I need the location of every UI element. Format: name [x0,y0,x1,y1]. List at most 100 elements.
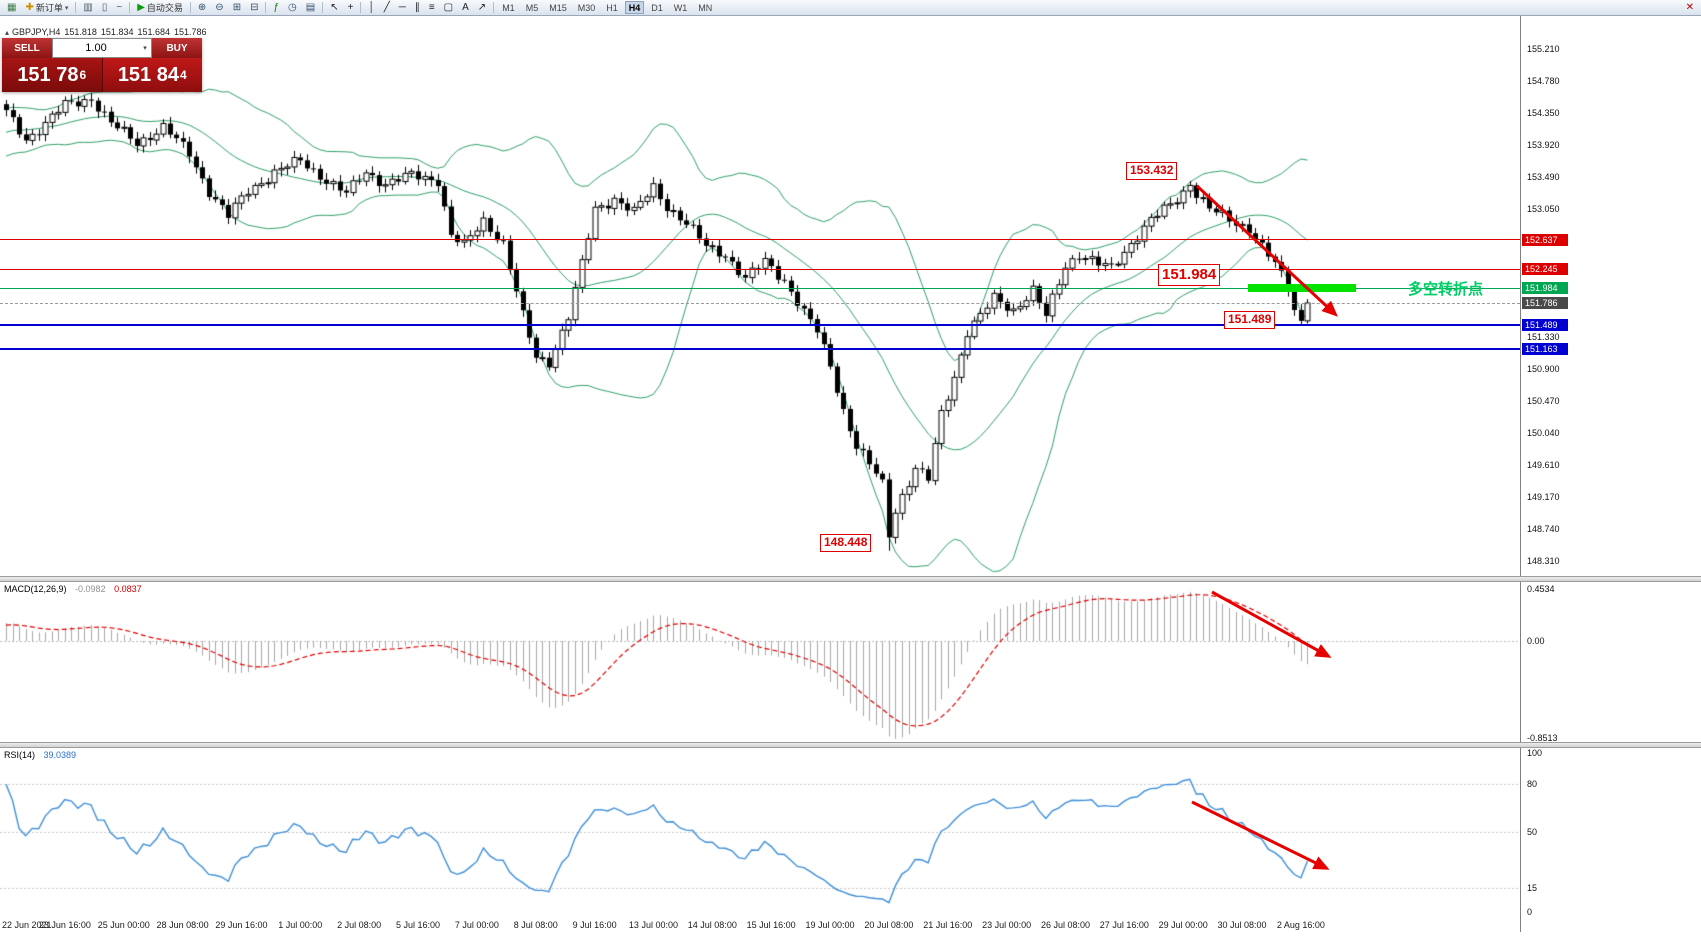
rsi-value: 39.0389 [43,750,77,760]
price-scale-badge-red: 152.637 [1522,233,1568,246]
bid-price[interactable]: 151 78 6 [2,58,103,92]
time-axis-label: 29 Jul 00:00 [1158,920,1208,930]
price-annotation[interactable]: 153.432 [1126,162,1178,180]
price-scale-label: 153.490 [1527,171,1560,182]
shapes-icon[interactable]: ▢ [440,1,457,15]
time-axis-label: 2 Jul 08:00 [337,920,382,930]
ask-price[interactable]: 151 84 4 [102,58,202,92]
new-order-button[interactable]: ✚ 新订单 ▾ [21,1,72,15]
price-scale-label: 155.210 [1527,44,1560,55]
timeframe-button-m5[interactable]: M5 [525,3,539,13]
vertical-line-icon-glyph: │ [368,1,375,13]
time-axis-label: 19 Jul 00:00 [805,920,855,930]
zoom-out-icon-glyph: ⊖ [215,1,224,13]
equidistant-channel-icon[interactable]: ∥ [411,1,424,15]
tile-windows-icon[interactable]: ⊞ [229,1,245,15]
volume-input[interactable] [53,42,139,54]
price-scale-label: 151.330 [1527,331,1560,342]
chart-window-icon[interactable]: ▦ [3,1,20,15]
trendline-icon[interactable]: ╱ [380,1,394,15]
arrows-tool-icon[interactable]: ↗ [474,1,490,15]
timeframe-button-mn[interactable]: MN [698,3,713,13]
cursor-icon-glyph: ↖ [330,1,339,13]
one-click-toggle-icon[interactable]: ▴ [5,28,10,37]
panel-divider[interactable] [0,742,1701,748]
time-axis-label: 5 Jul 16:00 [395,920,441,930]
price-scale-badge-blue: 151.489 [1522,319,1568,332]
timeframe-button-d1[interactable]: D1 [651,3,663,13]
price-scale-label: 149.170 [1527,492,1560,503]
cascade-windows-icon-glyph: ⊟ [250,1,259,13]
crosshair-icon[interactable]: + [344,1,358,15]
horizontal-level-line[interactable] [0,303,1520,305]
rsi-label: RSI(14) 39.0389 [4,750,77,760]
line-chart-icon[interactable]: ~ [112,1,126,15]
ohlc-open: 151.818 [64,27,97,37]
timeframe-button-m30[interactable]: M30 [577,3,596,13]
price-annotation[interactable]: 151.489 [1224,311,1276,329]
price-annotation[interactable]: 151.984 [1158,264,1221,286]
time-axis-label: 27 Jul 16:00 [1099,920,1149,930]
price-scale-label: 148.310 [1527,555,1560,566]
fibonacci-icon-glyph: ≡ [428,1,435,13]
templates-icon[interactable]: ▤ [302,1,319,15]
symbol-name: GBPJPY,H4 [12,27,61,37]
tile-windows-icon-glyph: ⊞ [232,1,242,13]
timeframe-button-w1[interactable]: W1 [673,3,688,13]
horizontal-level-line[interactable] [0,239,1520,241]
price-scale-badge-dark: 151.786 [1522,297,1568,310]
rsi-scale-label: 100 [1527,748,1543,758]
price-scale[interactable]: 155.210 154.780 154.350 153.920 153.490 153.0… [1520,16,1701,932]
cursor-icon[interactable]: ↖ [326,1,342,15]
vertical-line-icon[interactable]: │ [364,1,378,15]
rsi-name: RSI(14) [4,750,36,760]
time-axis-label: 13 Jul 00:00 [628,920,678,930]
horizontal-level-line[interactable] [0,348,1520,351]
text-label-icon[interactable]: A [458,1,473,15]
one-click-trading-panel: SELL ▾ BUY 151 78 6 151 84 4 [2,38,202,92]
time-axis-label: 23 Jun 16:00 [38,920,91,930]
buy-button[interactable]: BUY [152,38,202,58]
time-axis-label: 30 Jul 08:00 [1217,920,1267,930]
support-highlight-bar[interactable] [1248,284,1356,293]
horizontal-line-icon[interactable]: ─ [395,1,410,15]
indicators-icon-glyph: ƒ [273,1,280,13]
timeframe-button-m1[interactable]: M1 [502,3,515,13]
panel-divider[interactable] [0,576,1701,582]
toolbar-separator [265,2,267,13]
zoom-out-icon[interactable]: ⊖ [211,1,227,15]
periods-icon[interactable]: ◷ [284,1,301,15]
fibonacci-icon[interactable]: ≡ [425,1,439,15]
zoom-in-icon[interactable]: ⊕ [194,1,210,15]
periods-icon-glyph: ◷ [288,1,297,13]
time-axis[interactable]: 22 Jun 2021 23 Jun 16:00 25 Jun 00:00 28 Ju… [0,916,1520,934]
timeframe-button-h4[interactable]: H4 [624,1,645,14]
sell-button[interactable]: SELL [2,38,52,58]
cascade-windows-icon[interactable]: ⊟ [246,1,262,15]
chart-window: ▴ GBPJPY,H4 151.818 151.834 151.684 151.786 S… [0,16,1701,940]
price-annotation[interactable]: 148.448 [820,534,872,552]
horizontal-level-line[interactable] [0,287,1520,289]
timeframe-button-m15[interactable]: M15 [549,3,567,13]
close-chart-icon[interactable]: ✕ [1682,1,1698,15]
candlestick-chart-icon[interactable]: ▯ [98,1,112,15]
volume-dropdown-icon[interactable]: ▾ [143,45,147,52]
ohlc-low: 151.684 [137,27,171,37]
horizontal-level-line[interactable] [0,324,1520,327]
autotrading-button[interactable]: ▶ 自动交易 [133,1,187,15]
close-chart-icon-glyph: ✕ [1685,1,1694,13]
price-scale-label: 150.470 [1527,395,1560,406]
turning-point-note[interactable]: 多空转折点 [1408,281,1484,298]
bar-chart-icon[interactable]: ▥ [79,1,96,15]
price-scale-label: 154.350 [1527,107,1560,118]
trendline-icon-glyph: ╱ [383,1,390,13]
shapes-icon-glyph: ▢ [443,1,454,13]
toolbar-separator [322,2,324,13]
play-icon: ▶ [137,1,145,13]
horizontal-level-line[interactable] [0,268,1520,270]
candlestick-chart-canvas[interactable] [0,16,1701,940]
timeframe-button-h1[interactable]: H1 [606,3,618,13]
bar-chart-icon-glyph: ▥ [83,1,93,13]
indicators-icon[interactable]: ƒ [269,1,283,15]
macd-name: MACD(12,26,9) [4,584,67,594]
